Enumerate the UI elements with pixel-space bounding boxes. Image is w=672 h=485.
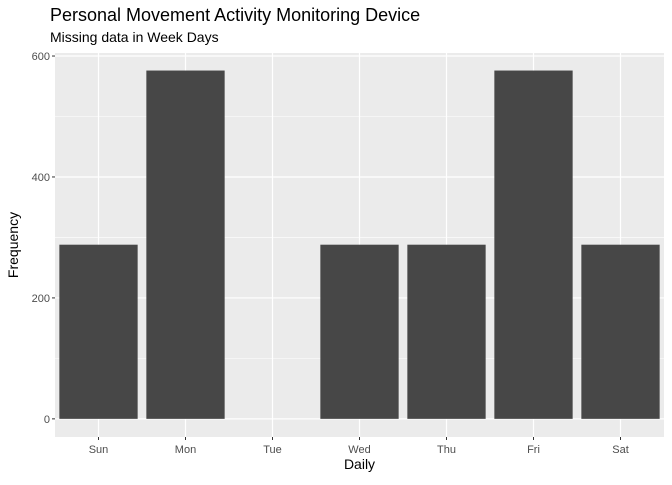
bar-fri bbox=[494, 70, 573, 419]
chart-title: Personal Movement Activity Monitoring De… bbox=[50, 5, 420, 25]
bars-group bbox=[59, 70, 660, 419]
chart-subtitle: Missing data in Week Days bbox=[50, 29, 219, 45]
bar-sat bbox=[581, 244, 660, 419]
x-tick-label-tue: Tue bbox=[263, 444, 282, 456]
bar-thu bbox=[407, 244, 486, 419]
x-tick-label-fri: Fri bbox=[527, 444, 540, 456]
x-axis: Sun Mon Tue Wed Thu Fri Sat bbox=[89, 437, 629, 456]
bar-mon bbox=[146, 70, 225, 419]
x-tick-label-wed: Wed bbox=[348, 444, 370, 456]
bar-wed bbox=[320, 244, 399, 419]
y-tick-label: 600 bbox=[32, 51, 50, 63]
y-axis-title: Frequency bbox=[5, 212, 21, 278]
bar-sun bbox=[59, 244, 138, 419]
y-tick-label: 200 bbox=[32, 293, 50, 305]
y-axis: 0 200 400 600 bbox=[32, 51, 55, 426]
y-tick-label: 0 bbox=[44, 414, 50, 426]
x-axis-title: Daily bbox=[344, 456, 375, 472]
y-tick-label: 400 bbox=[32, 172, 50, 184]
x-tick-label-thu: Thu bbox=[437, 444, 456, 456]
x-tick-label-sat: Sat bbox=[612, 444, 629, 456]
x-tick-label-mon: Mon bbox=[175, 444, 196, 456]
x-tick-label-sun: Sun bbox=[89, 444, 109, 456]
